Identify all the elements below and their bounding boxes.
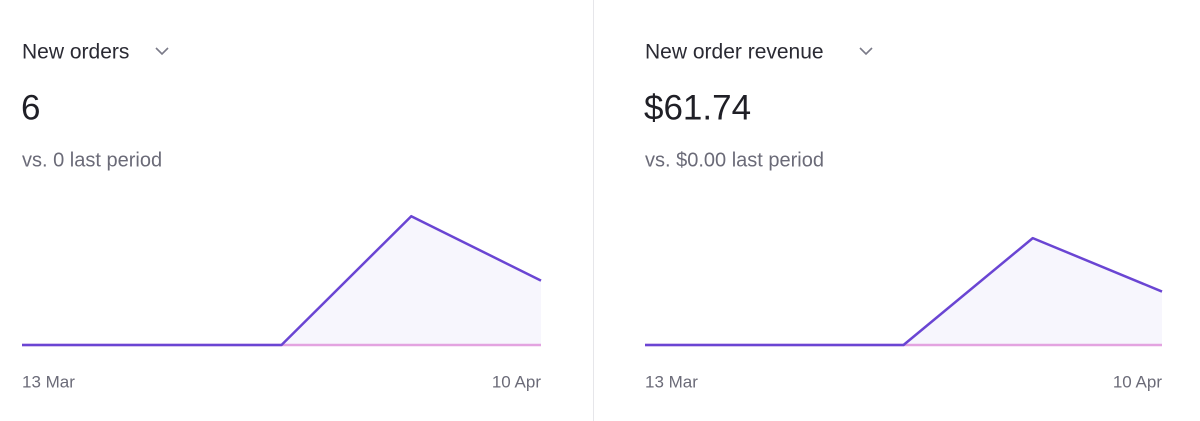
dropdown-chevron[interactable]	[859, 47, 873, 56]
card-title: New order revenue	[645, 41, 824, 64]
series-line	[645, 236, 1163, 347]
comparison-text: vs. 0 last period	[22, 149, 162, 171]
area	[22, 216, 541, 345]
x-tick-label: 10 Apr	[492, 372, 541, 391]
area	[645, 238, 1162, 345]
comparison-text: vs. $0.00 last period	[645, 149, 824, 171]
metric-value: $61.74	[644, 88, 751, 127]
x-tick-label: 13 Mar	[22, 372, 75, 391]
metric-value: 6	[21, 88, 40, 127]
x-tick-label: 13 Mar	[645, 372, 698, 391]
series-line	[22, 214, 542, 347]
x-tick-label: 10 Apr	[1113, 372, 1162, 391]
dropdown-chevron[interactable]	[155, 47, 169, 56]
card-title: New orders	[22, 41, 129, 64]
